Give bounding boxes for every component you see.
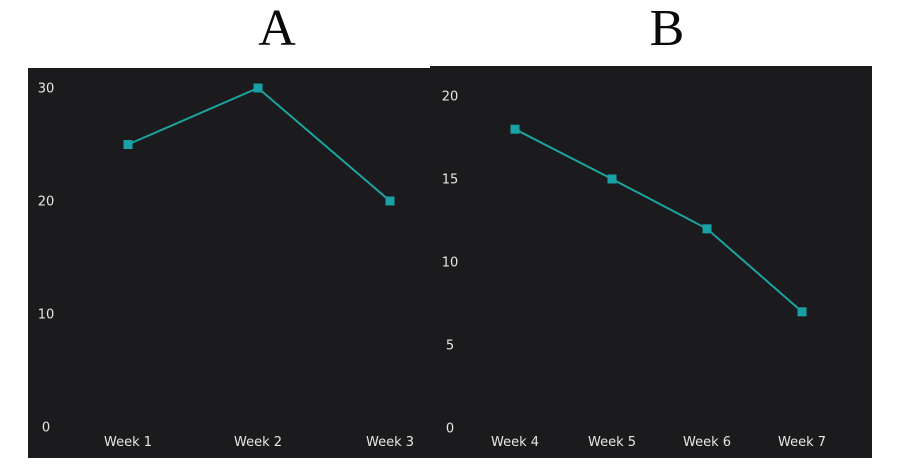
y-tick-label: 20 bbox=[38, 195, 55, 210]
chart-a-title: A bbox=[258, 0, 296, 57]
data-point-marker bbox=[385, 196, 395, 206]
chart-b-svg: 0 5 10 15 20 Week 4 Week 5 Week 6 Week 7 bbox=[430, 66, 872, 458]
chart-b-title: B bbox=[649, 0, 685, 57]
y-tick-label: 30 bbox=[38, 82, 55, 97]
y-tick-label: 0 bbox=[446, 422, 454, 437]
data-point-marker bbox=[797, 307, 807, 317]
chart-panel-b: 0 5 10 15 20 Week 4 Week 5 Week 6 Week 7 bbox=[430, 66, 872, 458]
y-tick-label: 10 bbox=[38, 308, 55, 323]
y-tick-label: 0 bbox=[42, 421, 50, 436]
x-tick-label: Week 3 bbox=[366, 435, 414, 450]
y-tick-label: 10 bbox=[442, 256, 459, 271]
line-series bbox=[514, 128, 803, 313]
y-tick-label: 5 bbox=[446, 339, 454, 354]
y-tick-label: 15 bbox=[442, 173, 459, 188]
x-tick-label: Week 2 bbox=[234, 435, 282, 450]
x-tick-label: Week 6 bbox=[683, 435, 731, 450]
x-tick-label: Week 7 bbox=[778, 435, 826, 450]
chart-a-svg: 0 10 20 30 Week 1 Week 2 Week 3 bbox=[28, 68, 430, 458]
data-point-marker bbox=[253, 83, 263, 93]
plot-background bbox=[430, 66, 872, 458]
data-point-marker bbox=[510, 124, 520, 134]
data-point-marker bbox=[607, 174, 617, 184]
chart-panel-a: 0 10 20 30 Week 1 Week 2 Week 3 bbox=[28, 68, 430, 458]
x-tick-label: Week 1 bbox=[104, 435, 152, 450]
x-tick-label: Week 4 bbox=[491, 435, 539, 450]
x-tick-label: Week 5 bbox=[588, 435, 636, 450]
data-point-marker bbox=[123, 140, 133, 149]
data-point-marker bbox=[702, 224, 712, 234]
plot-background bbox=[28, 68, 430, 458]
y-tick-label: 20 bbox=[442, 90, 459, 105]
